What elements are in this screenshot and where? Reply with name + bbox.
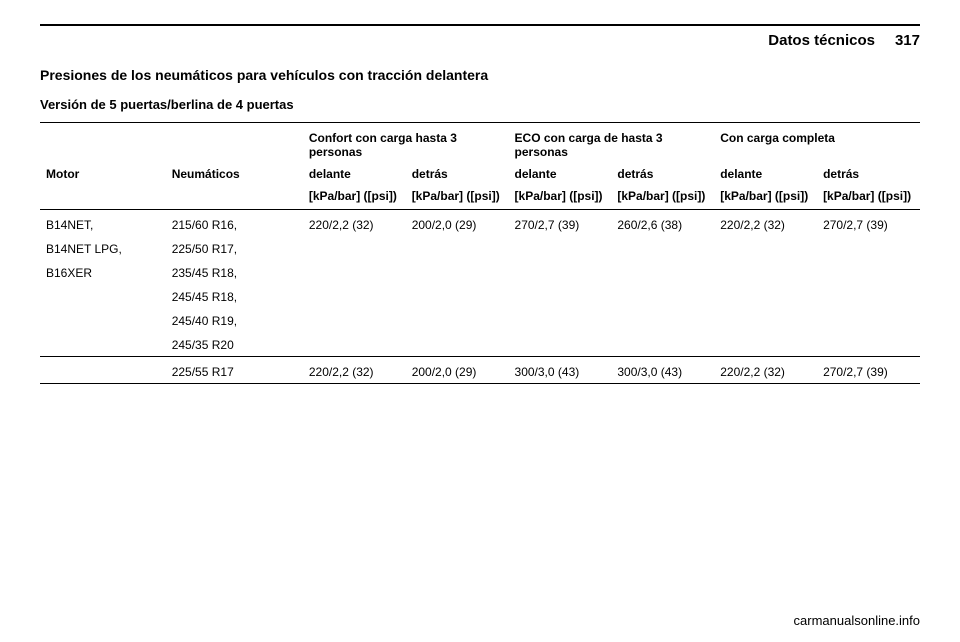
main-title: Presiones de los neumáticos para vehícul… — [40, 67, 920, 83]
pressure-table: Confort con carga hasta 3 personas ECO c… — [40, 122, 920, 384]
header-page-number: 317 — [895, 32, 920, 49]
tire-cell: 215/60 R16, 225/50 R17, 235/45 R18, 245/… — [166, 210, 303, 357]
col-rear-1: detrás — [406, 163, 509, 185]
unit-1: [kPa/bar] ([psi]) — [303, 185, 406, 210]
col-rear-3: detrás — [817, 163, 920, 185]
tire-item: 245/40 R19, — [172, 314, 297, 328]
tire-list: 225/55 R17 — [172, 365, 297, 379]
tire-item: 235/45 R18, — [172, 266, 297, 280]
val-cell: 300/3,0 (43) — [611, 357, 714, 384]
col-front-1: delante — [303, 163, 406, 185]
tire-cell: 225/55 R17 — [166, 357, 303, 384]
motor-cell: B14NET, B14NET LPG, B16XER — [40, 210, 166, 357]
val-cell: 200/2,0 (29) — [406, 210, 509, 357]
group-comfort: Confort con carga hasta 3 personas — [303, 123, 509, 164]
tire-list: 215/60 R16, 225/50 R17, 235/45 R18, 245/… — [172, 218, 297, 352]
tire-item: 215/60 R16, — [172, 218, 297, 232]
unit-4: [kPa/bar] ([psi]) — [611, 185, 714, 210]
col-rear-2: detrás — [611, 163, 714, 185]
unit-2: [kPa/bar] ([psi]) — [406, 185, 509, 210]
motor-item: B14NET LPG, — [46, 242, 160, 256]
col-motor: Motor — [40, 163, 166, 185]
tire-item: 245/45 R18, — [172, 290, 297, 304]
val-cell: 270/2,7 (39) — [817, 210, 920, 357]
tire-item: 245/35 R20 — [172, 338, 297, 352]
group-eco: ECO con carga de hasta 3 personas — [509, 123, 715, 164]
val-cell: 260/2,6 (38) — [611, 210, 714, 357]
motor-item: B16XER — [46, 266, 160, 280]
page-header: Datos técnicos 317 — [40, 24, 920, 49]
table-row: 225/55 R17 220/2,2 (32) 200/2,0 (29) 300… — [40, 357, 920, 384]
tire-item: 225/55 R17 — [172, 365, 297, 379]
val-cell: 300/3,0 (43) — [509, 357, 612, 384]
unit-row: [kPa/bar] ([psi]) [kPa/bar] ([psi]) [kPa… — [40, 185, 920, 210]
footer-url: carmanualsonline.info — [794, 613, 920, 628]
unit-3: [kPa/bar] ([psi]) — [509, 185, 612, 210]
tire-item: 225/50 R17, — [172, 242, 297, 256]
val-cell: 220/2,2 (32) — [714, 357, 817, 384]
group-full: Con carga completa — [714, 123, 920, 164]
motor-list: B14NET, B14NET LPG, B16XER — [46, 218, 160, 280]
col-header-row: Motor Neumáticos delante detrás delante … — [40, 163, 920, 185]
sub-title: Versión de 5 puertas/berlina de 4 puerta… — [40, 97, 920, 112]
table-row: B14NET, B14NET LPG, B16XER 215/60 R16, 2… — [40, 210, 920, 357]
val-cell: 220/2,2 (32) — [303, 357, 406, 384]
col-front-2: delante — [509, 163, 612, 185]
group-header-row: Confort con carga hasta 3 personas ECO c… — [40, 123, 920, 164]
unit-6: [kPa/bar] ([psi]) — [817, 185, 920, 210]
val-cell: 270/2,7 (39) — [817, 357, 920, 384]
col-neumaticos: Neumáticos — [166, 163, 303, 185]
val-cell: 220/2,2 (32) — [714, 210, 817, 357]
motor-item: B14NET, — [46, 218, 160, 232]
val-cell: 200/2,0 (29) — [406, 357, 509, 384]
val-cell: 220/2,2 (32) — [303, 210, 406, 357]
val-cell: 270/2,7 (39) — [509, 210, 612, 357]
header-section: Datos técnicos — [768, 32, 875, 49]
unit-5: [kPa/bar] ([psi]) — [714, 185, 817, 210]
col-front-3: delante — [714, 163, 817, 185]
